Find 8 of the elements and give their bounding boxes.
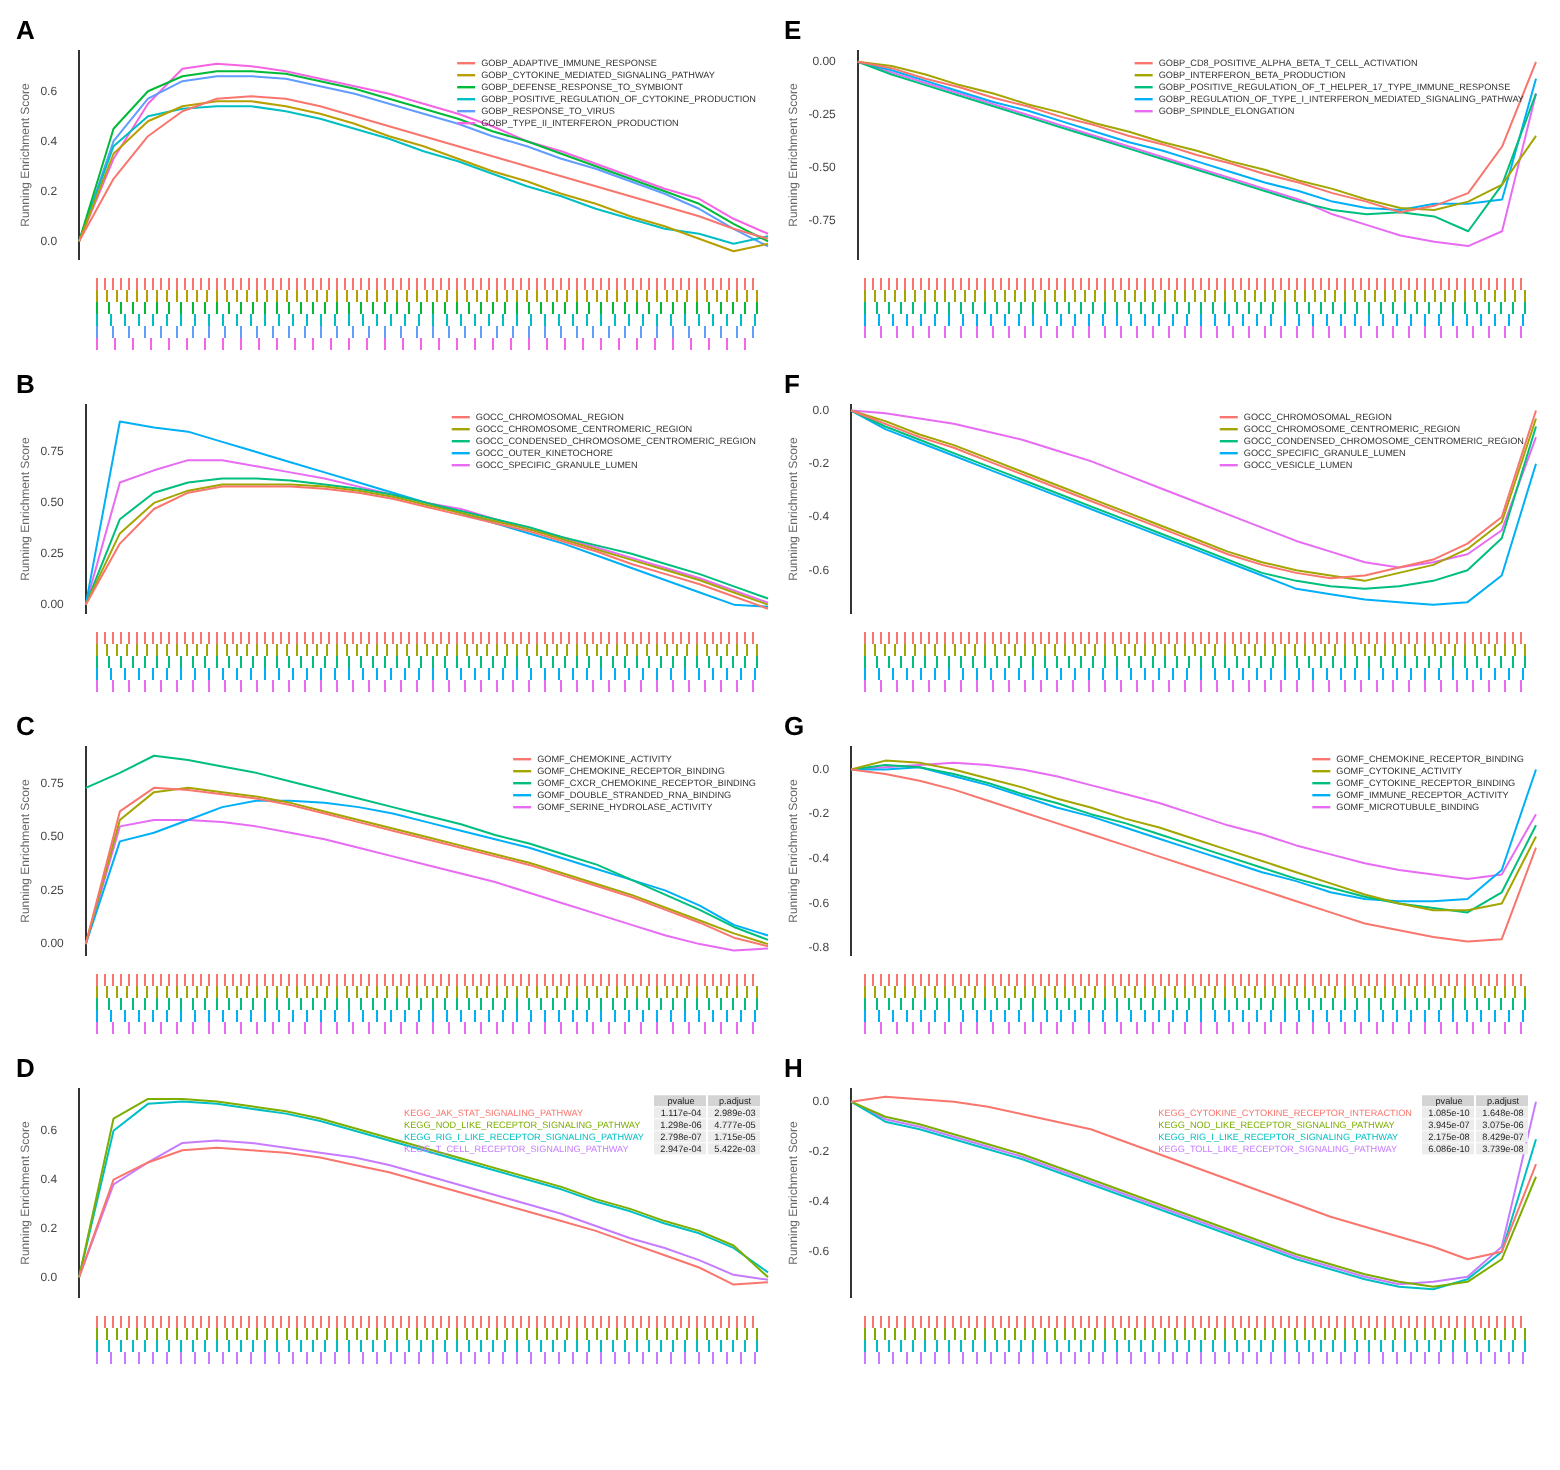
chart-title: C [16,710,36,741]
chart-title: E [784,14,802,45]
chart-title: F [784,368,800,399]
chart-title: G [784,710,805,741]
chart-title: D [16,1052,35,1083]
chart-title: A [16,14,36,45]
chart-title: B [16,368,35,399]
chart-title: H [784,1052,803,1083]
